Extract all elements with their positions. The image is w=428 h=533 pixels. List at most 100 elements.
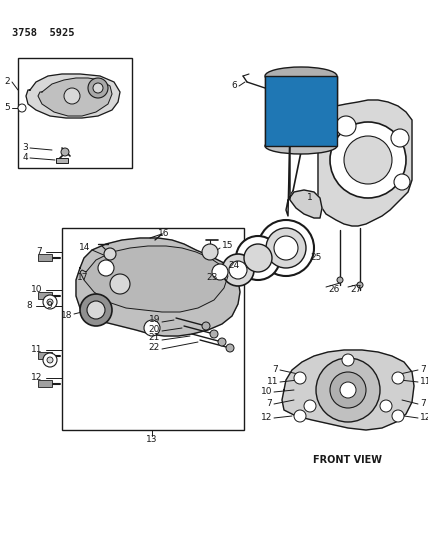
Polygon shape <box>76 238 240 336</box>
Text: 25: 25 <box>310 254 321 262</box>
Text: 12: 12 <box>261 414 272 423</box>
Circle shape <box>340 382 356 398</box>
Text: 11: 11 <box>420 377 428 386</box>
Text: 15: 15 <box>222 241 234 251</box>
Circle shape <box>43 353 57 367</box>
Circle shape <box>93 83 103 93</box>
Text: FRONT VIEW: FRONT VIEW <box>313 455 383 465</box>
Bar <box>38 254 52 261</box>
Bar <box>56 158 68 163</box>
Circle shape <box>64 88 80 104</box>
Circle shape <box>110 274 130 294</box>
Circle shape <box>344 136 392 184</box>
Circle shape <box>222 254 254 286</box>
Text: 23: 23 <box>207 273 218 282</box>
Text: 2: 2 <box>4 77 10 86</box>
Text: 14: 14 <box>79 244 90 253</box>
Polygon shape <box>38 78 112 116</box>
Text: 26: 26 <box>328 286 339 295</box>
Circle shape <box>342 354 354 366</box>
Circle shape <box>61 148 69 156</box>
Circle shape <box>380 400 392 412</box>
Circle shape <box>226 344 234 352</box>
Circle shape <box>266 228 306 268</box>
Ellipse shape <box>265 138 337 154</box>
Circle shape <box>47 357 53 363</box>
Text: 3758  5925: 3758 5925 <box>12 28 74 38</box>
Text: 5: 5 <box>4 103 10 112</box>
Text: 19: 19 <box>149 316 160 325</box>
Circle shape <box>18 104 26 112</box>
Circle shape <box>336 116 356 136</box>
Bar <box>62 228 244 430</box>
Text: 7: 7 <box>36 247 42 256</box>
Circle shape <box>392 410 404 422</box>
Text: 22: 22 <box>149 343 160 352</box>
Text: 13: 13 <box>146 435 158 445</box>
Text: 10: 10 <box>261 387 272 397</box>
Circle shape <box>274 236 298 260</box>
Circle shape <box>236 236 280 280</box>
Circle shape <box>316 358 380 422</box>
Circle shape <box>98 260 114 276</box>
Circle shape <box>330 372 366 408</box>
Circle shape <box>87 301 105 319</box>
Text: 12: 12 <box>31 374 42 383</box>
Circle shape <box>43 295 57 309</box>
Polygon shape <box>26 74 120 118</box>
Circle shape <box>47 299 53 305</box>
Polygon shape <box>282 350 414 430</box>
Circle shape <box>294 410 306 422</box>
Text: 4: 4 <box>22 154 28 163</box>
Circle shape <box>104 248 116 260</box>
Circle shape <box>80 294 112 326</box>
Ellipse shape <box>265 67 337 85</box>
Text: 7: 7 <box>266 400 272 408</box>
Bar <box>265 76 337 146</box>
Circle shape <box>210 330 218 338</box>
Text: 11: 11 <box>30 345 42 354</box>
Circle shape <box>212 264 228 280</box>
Circle shape <box>337 277 343 283</box>
Text: 12: 12 <box>420 414 428 423</box>
Circle shape <box>392 372 404 384</box>
Circle shape <box>304 400 316 412</box>
Circle shape <box>330 122 406 198</box>
Text: 3: 3 <box>22 143 28 152</box>
Text: 8: 8 <box>26 302 32 311</box>
Circle shape <box>294 372 306 384</box>
Circle shape <box>144 320 160 336</box>
Text: 17: 17 <box>77 273 88 282</box>
Text: 1: 1 <box>307 193 313 203</box>
Circle shape <box>244 244 272 272</box>
Polygon shape <box>80 246 228 312</box>
Circle shape <box>88 78 108 98</box>
Text: 6: 6 <box>231 82 237 91</box>
Text: 20: 20 <box>149 326 160 335</box>
Text: 16: 16 <box>158 230 169 238</box>
Circle shape <box>202 244 218 260</box>
Bar <box>18 58 132 168</box>
Text: 7: 7 <box>420 366 426 375</box>
Text: 7: 7 <box>420 400 426 408</box>
Circle shape <box>357 282 363 288</box>
Text: 7: 7 <box>272 366 278 375</box>
Circle shape <box>394 174 410 190</box>
Text: 21: 21 <box>149 334 160 343</box>
Bar <box>265 76 337 146</box>
Circle shape <box>391 129 409 147</box>
Bar <box>38 292 52 299</box>
Text: 10: 10 <box>30 286 42 295</box>
Circle shape <box>258 220 314 276</box>
Polygon shape <box>286 120 322 218</box>
Text: 24: 24 <box>229 261 240 270</box>
Polygon shape <box>318 100 412 226</box>
Circle shape <box>202 322 210 330</box>
Bar <box>38 380 52 387</box>
Text: 11: 11 <box>267 377 278 386</box>
Text: 18: 18 <box>60 311 72 320</box>
Circle shape <box>218 338 226 346</box>
Circle shape <box>229 261 247 279</box>
Bar <box>38 352 52 359</box>
Text: 27: 27 <box>350 286 361 295</box>
